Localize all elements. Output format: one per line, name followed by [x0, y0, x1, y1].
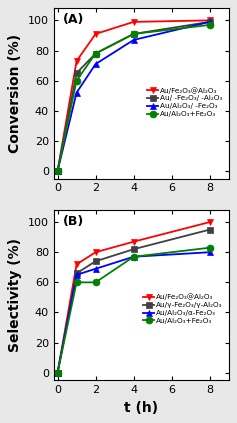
Au/γ-Fe₂O₃/γ-Al₂O₃ — [75, 271, 78, 276]
Au/Al₂O₃+Fe₂O₃ — [56, 168, 59, 173]
Au/Fe₂O₃@Al₂O₃ — [56, 168, 59, 173]
Y-axis label: Conversion (%): Conversion (%) — [8, 34, 22, 153]
Au/Fe₂O₃@Al₂O₃ — [56, 370, 59, 375]
Au/Al₂O₃+Fe₂O₃ — [208, 22, 211, 27]
Au/ -Fe₂O₃/ -Al₂O₃ — [75, 71, 78, 76]
Line: Au/γ-Fe₂O₃/γ-Al₂O₃: Au/γ-Fe₂O₃/γ-Al₂O₃ — [54, 226, 213, 376]
Au/Al₂O₃+Fe₂O₃ — [132, 31, 135, 36]
Au/Fe₂O₃@Al₂O₃ — [208, 18, 211, 23]
Au/Al₂O₃/α-Fe₂O₃ — [208, 250, 211, 255]
Au/Al₂O₃/α-Fe₂O₃ — [94, 266, 97, 271]
Au/Al₂O₃/ -Fe₂O₃ — [94, 61, 97, 66]
Au/ -Fe₂O₃/ -Al₂O₃ — [56, 168, 59, 173]
Text: (A): (A) — [63, 14, 84, 27]
Au/Al₂O₃/α-Fe₂O₃ — [56, 370, 59, 375]
Legend: Au/Fe₂O₃@Al₂O₃, Au/γ-Fe₂O₃/γ-Al₂O₃, Au/Al₂O₃/α-Fe₂O₃, Au/Al₂O₃+Fe₂O₃: Au/Fe₂O₃@Al₂O₃, Au/γ-Fe₂O₃/γ-Al₂O₃, Au/A… — [140, 291, 225, 327]
Au/Al₂O₃+Fe₂O₃ — [132, 254, 135, 259]
Au/Al₂O₃/ -Fe₂O₃ — [56, 168, 59, 173]
Au/Al₂O₃+Fe₂O₃ — [208, 245, 211, 250]
Line: Au/ -Fe₂O₃/ -Al₂O₃: Au/ -Fe₂O₃/ -Al₂O₃ — [54, 19, 213, 174]
Au/Al₂O₃/ -Fe₂O₃ — [132, 37, 135, 42]
Au/ -Fe₂O₃/ -Al₂O₃ — [94, 51, 97, 56]
Au/Al₂O₃/ -Fe₂O₃ — [208, 19, 211, 25]
Y-axis label: Selectivity (%): Selectivity (%) — [8, 238, 22, 352]
Au/Al₂O₃/α-Fe₂O₃ — [75, 272, 78, 277]
Line: Au/Fe₂O₃@Al₂O₃: Au/Fe₂O₃@Al₂O₃ — [54, 17, 213, 174]
Line: Au/Al₂O₃+Fe₂O₃: Au/Al₂O₃+Fe₂O₃ — [54, 244, 213, 376]
Au/Fe₂O₃@Al₂O₃ — [132, 19, 135, 25]
Text: (B): (B) — [63, 215, 84, 228]
Line: Au/Al₂O₃/ -Fe₂O₃: Au/Al₂O₃/ -Fe₂O₃ — [54, 19, 213, 174]
Au/Al₂O₃+Fe₂O₃ — [75, 280, 78, 285]
Legend: Au/Fe₂O₃@Al₂O₃, Au/ -Fe₂O₃/ -Al₂O₃, Au/Al₂O₃/ -Fe₂O₃, Au/Al₂O₃+Fe₂O₃: Au/Fe₂O₃@Al₂O₃, Au/ -Fe₂O₃/ -Al₂O₃, Au/A… — [144, 84, 225, 120]
Au/Fe₂O₃@Al₂O₃ — [94, 250, 97, 255]
Au/Al₂O₃+Fe₂O₃ — [75, 78, 78, 83]
Line: Au/Al₂O₃+Fe₂O₃: Au/Al₂O₃+Fe₂O₃ — [54, 22, 213, 174]
Au/γ-Fe₂O₃/γ-Al₂O₃ — [208, 227, 211, 232]
Au/Al₂O₃+Fe₂O₃ — [94, 280, 97, 285]
Au/γ-Fe₂O₃/γ-Al₂O₃ — [132, 247, 135, 252]
Au/Al₂O₃+Fe₂O₃ — [94, 51, 97, 56]
Au/Fe₂O₃@Al₂O₃ — [94, 31, 97, 36]
X-axis label: t (h): t (h) — [124, 401, 158, 415]
Au/Fe₂O₃@Al₂O₃ — [75, 58, 78, 63]
Au/ -Fe₂O₃/ -Al₂O₃ — [208, 19, 211, 25]
Au/γ-Fe₂O₃/γ-Al₂O₃ — [94, 259, 97, 264]
Au/ -Fe₂O₃/ -Al₂O₃ — [132, 31, 135, 36]
Line: Au/Fe₂O₃@Al₂O₃: Au/Fe₂O₃@Al₂O₃ — [54, 219, 213, 376]
Au/γ-Fe₂O₃/γ-Al₂O₃ — [56, 370, 59, 375]
Au/Al₂O₃/α-Fe₂O₃ — [132, 254, 135, 259]
Au/Fe₂O₃@Al₂O₃ — [75, 262, 78, 267]
Au/Fe₂O₃@Al₂O₃ — [132, 239, 135, 244]
Au/Al₂O₃/ -Fe₂O₃ — [75, 90, 78, 95]
Line: Au/Al₂O₃/α-Fe₂O₃: Au/Al₂O₃/α-Fe₂O₃ — [54, 249, 213, 376]
Au/Fe₂O₃@Al₂O₃ — [208, 220, 211, 225]
Au/Al₂O₃+Fe₂O₃ — [56, 370, 59, 375]
